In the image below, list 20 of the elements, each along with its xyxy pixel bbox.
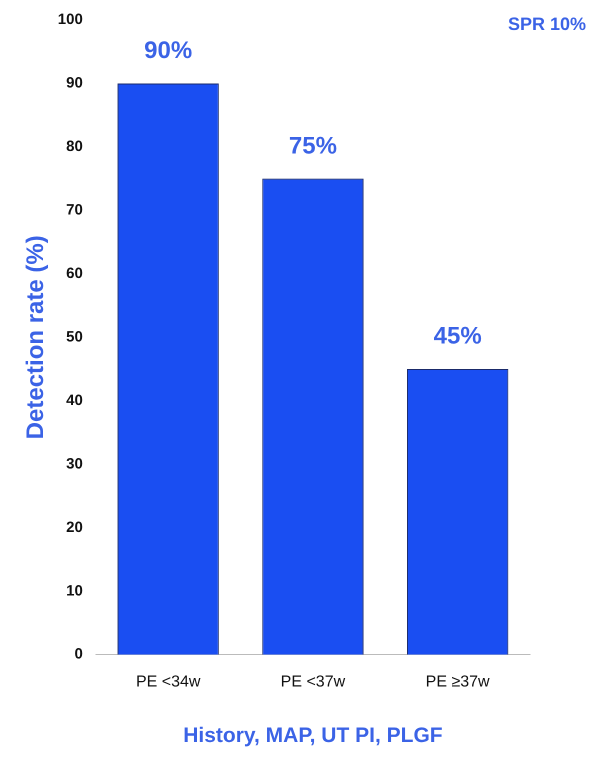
y-tick-label: 20	[66, 518, 83, 536]
y-tick-label: 30	[66, 455, 83, 472]
y-tick-label: 100	[58, 11, 83, 28]
y-tick-label: 40	[66, 392, 83, 409]
data-label: 90%	[144, 37, 192, 64]
y-tick-label: 50	[66, 328, 83, 346]
y-tick-label: 90	[66, 74, 83, 92]
y-tick-label: 80	[66, 138, 83, 156]
y-tick-label: 0	[74, 646, 83, 663]
x-tick-label: PE <37w	[280, 674, 346, 691]
data-label: 45%	[434, 322, 482, 350]
y-tick-label: 10	[66, 582, 83, 600]
annotation: SPR 10%	[508, 14, 586, 34]
y-tick-label: 60	[66, 264, 83, 282]
x-tick-label: PE ≥37w	[426, 674, 490, 691]
x-tick-label: PE <34w	[136, 674, 201, 691]
y-axis-title: Detection rate (%)	[22, 235, 50, 440]
x-axis-title: History, MAP, UT PI, PLGF	[183, 724, 443, 748]
y-tick-label: 70	[66, 202, 83, 219]
data-label: 75%	[288, 132, 337, 160]
